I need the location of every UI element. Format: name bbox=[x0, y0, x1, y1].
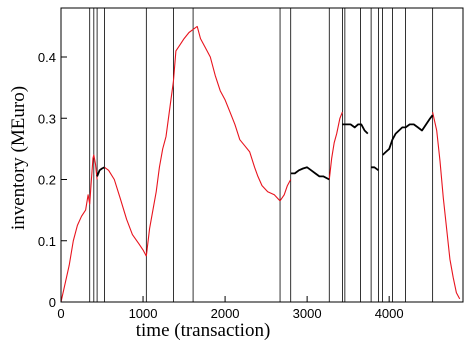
series-1-segment-1 bbox=[290, 166, 330, 181]
series-0-segment-2 bbox=[145, 81, 174, 257]
x-tick-label-4: 4000 bbox=[375, 306, 404, 321]
tick-labels: 0 1000 2000 3000 4000 0 0.1 0.2 0.3 0.4 bbox=[38, 50, 404, 321]
series-1-segment-3 bbox=[371, 166, 380, 172]
y-tick-label-0: 0 bbox=[49, 295, 56, 310]
series-1-segment-0 bbox=[96, 166, 105, 177]
vertical-markers bbox=[89, 8, 434, 302]
series-0-segment-3 bbox=[172, 25, 281, 202]
y-tick-label-4: 0.4 bbox=[38, 50, 56, 65]
series-1-segment-4 bbox=[381, 114, 434, 156]
series-layer bbox=[60, 25, 461, 303]
x-tick-label-1: 1000 bbox=[129, 306, 158, 321]
axis-ticks bbox=[60, 56, 390, 303]
plot-frame bbox=[60, 7, 464, 303]
y-tick-label-1: 0.1 bbox=[38, 234, 56, 249]
x-tick-label-0: 0 bbox=[57, 306, 64, 321]
series-0-segment-6 bbox=[432, 111, 461, 300]
series-0-segment-1 bbox=[104, 166, 147, 257]
series-0-segment-4 bbox=[279, 179, 292, 202]
series-0-segment-0 bbox=[60, 154, 98, 303]
x-axis-title: time (transaction) bbox=[136, 320, 271, 340]
series-1-segment-2 bbox=[342, 123, 369, 135]
series-0-segment-5 bbox=[328, 111, 343, 180]
y-tick-label-2: 0.2 bbox=[38, 173, 56, 188]
y-axis-title: inventory (MEuro) bbox=[8, 86, 29, 230]
y-tick-label-3: 0.3 bbox=[38, 111, 56, 126]
x-tick-label-2: 2000 bbox=[211, 306, 240, 321]
x-tick-label-3: 3000 bbox=[293, 306, 322, 321]
